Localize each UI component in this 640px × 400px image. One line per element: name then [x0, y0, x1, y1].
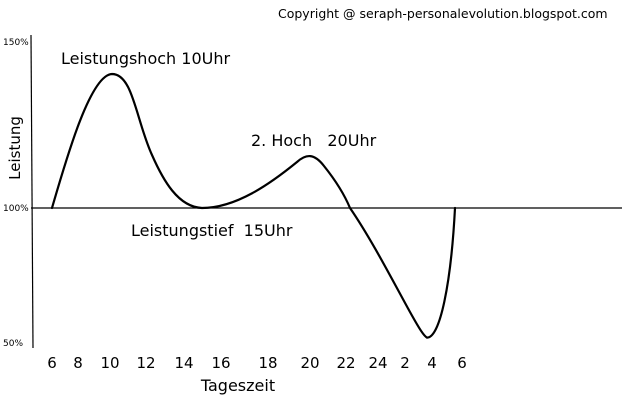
x-axis-label: Tageszeit: [200, 376, 275, 395]
x-tick-label: 22: [336, 354, 355, 372]
x-tick-label: 6: [457, 354, 467, 372]
x-tick-label: 4: [427, 354, 437, 372]
y-tick-label: 100%: [3, 204, 29, 214]
x-tick-label: 2: [400, 354, 410, 372]
x-tick-label: 6: [47, 354, 57, 372]
y-tick-labels: 150% 100% 50%: [3, 38, 29, 349]
performance-curve: [50, 72, 457, 339]
copyright-notice: Copyright @ seraph-personalevolution.blo…: [278, 6, 608, 21]
x-tick-label: 24: [368, 354, 387, 372]
y-tick-label: 50%: [3, 339, 23, 349]
x-tick-label: 16: [211, 354, 230, 372]
x-tick-label: 18: [258, 354, 277, 372]
x-tick-label: 20: [300, 354, 319, 372]
annotation-peak-10: Leistungshoch 10Uhr: [61, 49, 230, 68]
annotation-low-15: Leistungstief 15Uhr: [131, 221, 293, 240]
y-tick-label: 150%: [3, 38, 29, 48]
x-tick-label: 12: [136, 354, 155, 372]
y-axis-label: Leistung: [6, 116, 24, 180]
y-axis: [30, 34, 34, 349]
x-tick-label: 8: [73, 354, 83, 372]
annotation-peak-20: 2. Hoch 20Uhr: [251, 131, 377, 150]
x-tick-label: 10: [100, 354, 119, 372]
x-tick-label: 14: [174, 354, 193, 372]
x-tick-labels: 6 8 10 12 14 16 18 20 22 24 2 4 6: [47, 354, 467, 372]
